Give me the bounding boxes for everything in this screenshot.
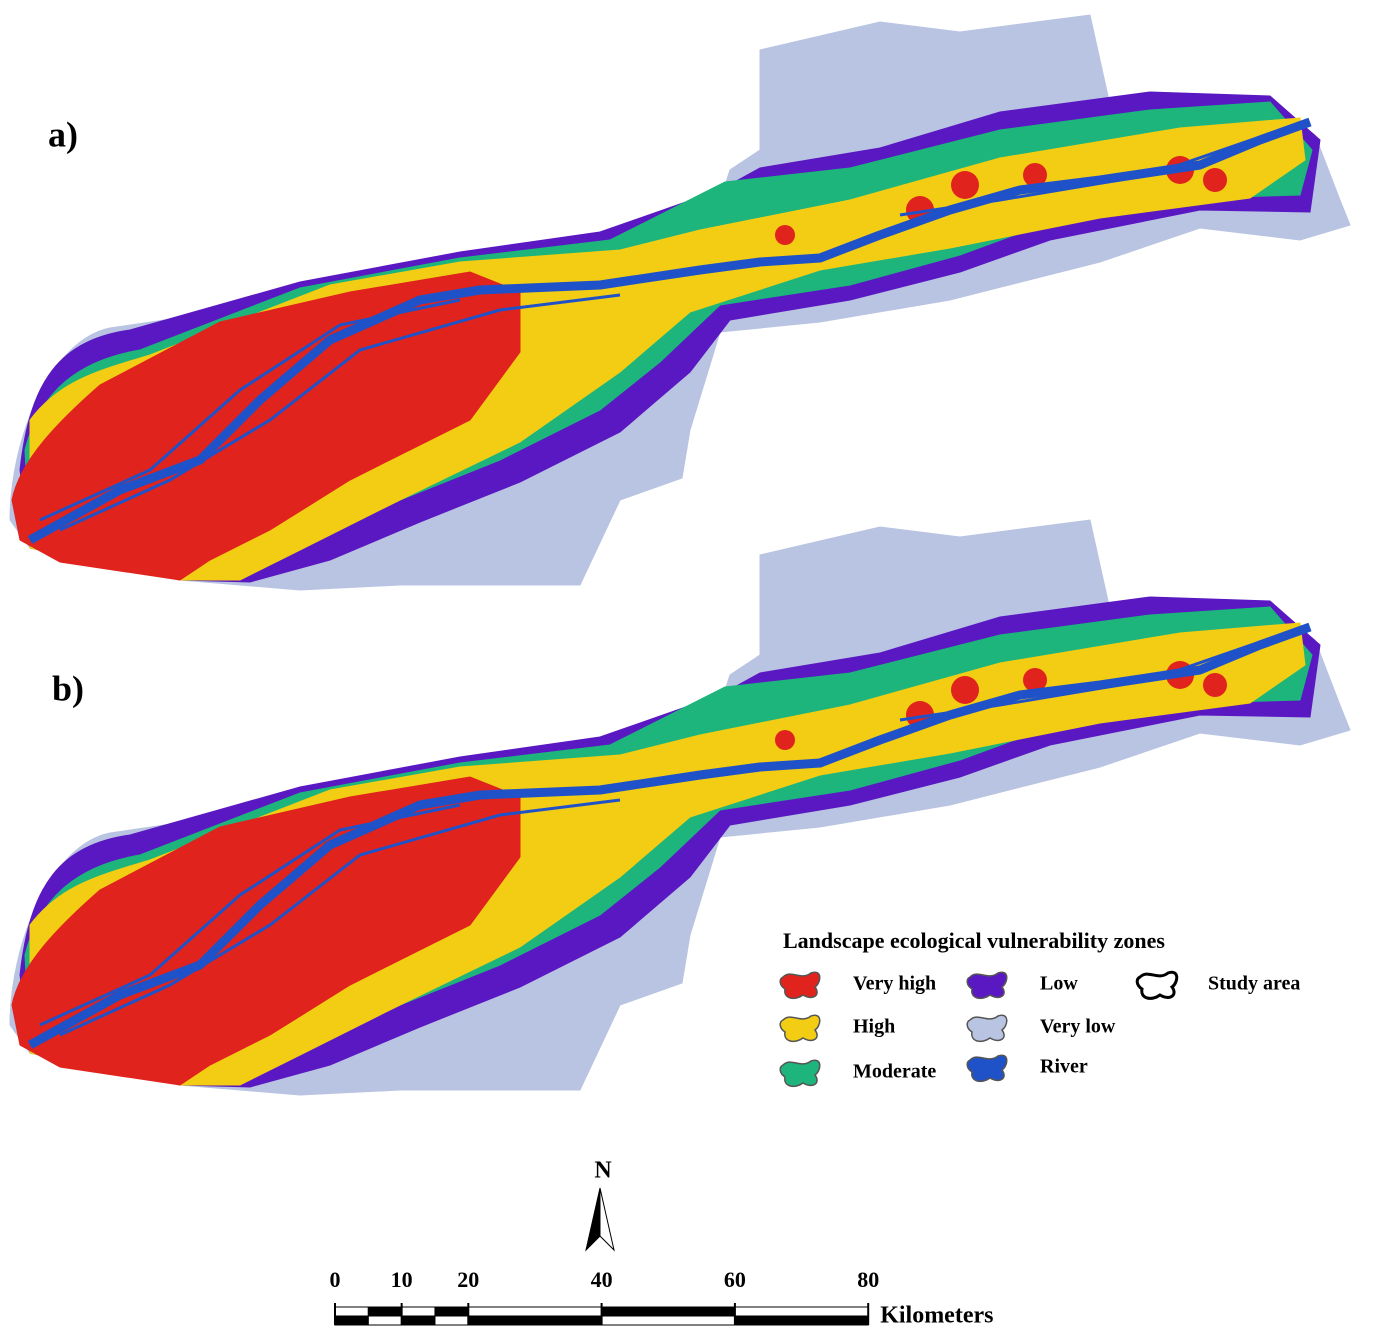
legend-swatch: [967, 972, 1007, 998]
scale-segment: [402, 1307, 435, 1316]
scale-tick-label: 0: [330, 1267, 341, 1292]
scale-tick-label: 80: [857, 1267, 879, 1292]
legend-swatch: [780, 1015, 820, 1041]
legend-label: Study area: [1208, 973, 1300, 995]
scale-segment: [368, 1316, 401, 1325]
legend-swatch: [780, 1060, 820, 1086]
scale-tick-label: 20: [457, 1267, 479, 1292]
legend-swatch: [1137, 972, 1177, 998]
legend-label: High: [853, 1016, 895, 1038]
legend-label: Very low: [1040, 1016, 1116, 1038]
scale-tick-label: 60: [724, 1267, 746, 1292]
legend-label: River: [1040, 1056, 1088, 1078]
legend: Landscape ecological vulnerability zones…: [780, 928, 1300, 1086]
legend-label: Low: [1040, 973, 1078, 995]
scale-tick-label: 40: [591, 1267, 613, 1292]
map-panel: [10, 15, 1350, 590]
legend-swatch: [780, 972, 820, 998]
panel-label: a): [48, 114, 78, 154]
arrow-left: [586, 1188, 600, 1250]
map-figure: a) b) Landscape ecological vulnerability…: [0, 0, 1380, 1328]
map-panel: [10, 520, 1350, 1095]
scale-segment: [602, 1307, 735, 1316]
scale-segment: [602, 1316, 735, 1325]
scale-segment: [468, 1307, 601, 1316]
scale-segment: [335, 1307, 368, 1316]
legend-swatch: [967, 1015, 1007, 1041]
scale-tick-label: 10: [391, 1267, 413, 1292]
scale-segment: [402, 1316, 435, 1325]
panel-label: b): [52, 668, 84, 708]
scale-unit: Kilometers: [880, 1303, 993, 1328]
scale-segment: [735, 1316, 868, 1325]
arrow-right: [600, 1188, 614, 1250]
scale-segment: [435, 1307, 468, 1316]
scale-segment: [468, 1316, 601, 1325]
legend-label: Moderate: [853, 1061, 936, 1083]
scale-segment: [435, 1316, 468, 1325]
scale-segment: [368, 1307, 401, 1316]
legend-swatch: [967, 1055, 1007, 1081]
scale-segment: [335, 1316, 368, 1325]
legend-label: Very high: [853, 973, 936, 995]
legend-title: Landscape ecological vulnerability zones: [783, 928, 1165, 953]
north-label: N: [594, 1158, 612, 1184]
scale-segment: [735, 1307, 868, 1316]
north-arrow: N: [586, 1158, 614, 1251]
